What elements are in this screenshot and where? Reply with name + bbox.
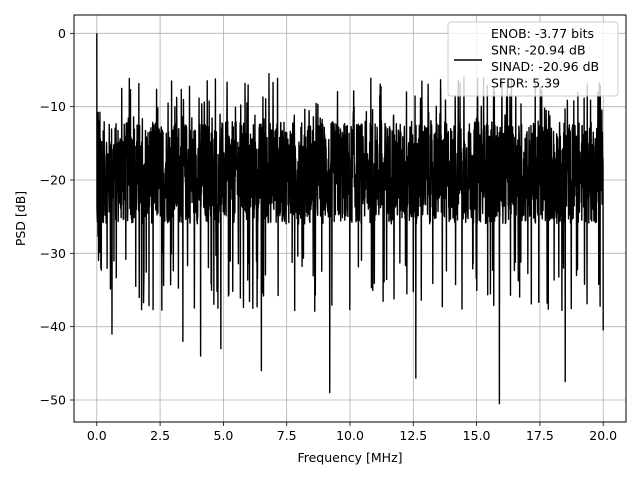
x-tick-label: 10.0 xyxy=(336,428,364,443)
x-tick-label: 0.0 xyxy=(87,428,107,443)
legend-box xyxy=(447,21,619,97)
legend-entry-snr: SNR: -20.94 dB xyxy=(491,43,586,58)
legend-entry-sinad: SINAD: -20.96 dB xyxy=(491,59,599,74)
x-tick-label: 20.0 xyxy=(589,428,617,443)
x-tick-label: 5.0 xyxy=(213,428,233,443)
legend-entry-enob: ENOB: -3.77 bits xyxy=(491,26,594,41)
y-tick-label: 0 xyxy=(58,26,66,41)
x-tick-label: 17.5 xyxy=(526,428,554,443)
y-axis-label: PSD [dB] xyxy=(13,191,28,246)
y-tick-label: −10 xyxy=(40,99,66,114)
x-tick-label: 12.5 xyxy=(399,428,427,443)
x-tick-label: 15.0 xyxy=(463,428,491,443)
y-tick-label: −30 xyxy=(40,246,66,261)
y-tick-label: −50 xyxy=(40,393,66,408)
y-tick-label: −20 xyxy=(40,173,66,188)
plot-area xyxy=(96,33,604,405)
ticks: 0.0 2.5 5.0 7.5 10.0 12.5 15.0 17.5 20.0 0 −10 −20 −… xyxy=(40,26,618,443)
x-tick-label: 7.5 xyxy=(277,428,297,443)
legend-entry-sfdr: SFDR: 5.39 xyxy=(491,76,560,91)
psd-series-line xyxy=(96,33,604,405)
x-axis-label: Frequency [MHz] xyxy=(297,450,402,465)
legend: ENOB: -3.77 bits SNR: -20.94 dB SINAD: -… xyxy=(447,21,619,97)
y-tick-label: −40 xyxy=(40,319,66,334)
x-tick-label: 2.5 xyxy=(150,428,170,443)
